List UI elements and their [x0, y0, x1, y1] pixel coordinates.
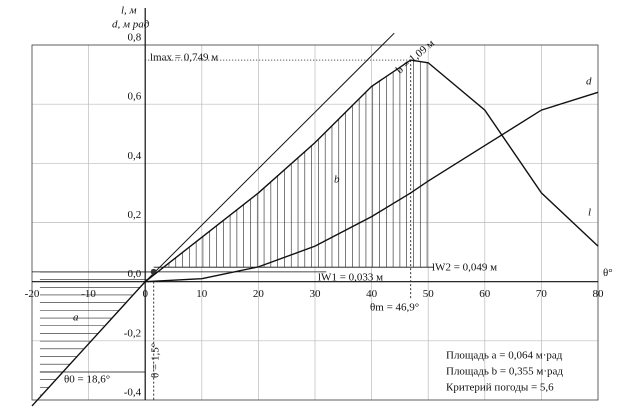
y-tick-label: -0,4: [124, 387, 142, 399]
annotation: lW2 = 0,049 м: [432, 262, 497, 274]
y-tick-label: 0,2: [127, 209, 141, 221]
annotation: b: [334, 174, 340, 186]
annotation: Критерий погоды = 5,6: [446, 382, 554, 394]
x-tick-label: 70: [536, 288, 548, 300]
annotation: Площадь b = 0,355 м·рад: [446, 366, 563, 378]
y-tick-label: -0,2: [124, 327, 141, 339]
annotation: θ0 = 18,6°: [64, 374, 110, 386]
y-tick-label: 0,4: [127, 150, 141, 162]
tangent: [144, 32, 395, 283]
annotation: Площадь a = 0,064 м·рад: [446, 350, 563, 362]
annotation: a: [73, 312, 79, 324]
curve-0: [31, 59, 599, 407]
x-axis-label: θ°: [603, 267, 613, 279]
x-tick-label: 30: [310, 288, 322, 300]
x-tick-label: -10: [81, 288, 96, 300]
annotation: b = 1,09 м: [394, 37, 437, 76]
annotation: lmax = 0,749 м: [150, 52, 218, 64]
curve-label: d: [586, 76, 592, 88]
y2-axis-label: d, м рад: [112, 19, 150, 31]
x-tick-label: 40: [366, 288, 378, 300]
curve-label: l: [588, 207, 591, 219]
annotation: θ = 1,5°: [150, 343, 162, 378]
y-tick-label: 0,8: [127, 32, 141, 44]
annotation: θm = 46,9°: [370, 302, 419, 314]
x-tick-label: 10: [196, 288, 208, 300]
plot-frame: [31, 44, 599, 401]
x-tick-label: 20: [253, 288, 265, 300]
curve-1: [145, 91, 599, 283]
y-tick-label: 0,0: [127, 268, 141, 280]
y-axis-label: l, м: [121, 5, 137, 17]
y-tick-label: 0,6: [127, 91, 141, 103]
x-tick-label: 60: [479, 288, 491, 300]
x-tick-label: 50: [423, 288, 435, 300]
annotation: lW1 = 0,033 м: [318, 272, 383, 284]
